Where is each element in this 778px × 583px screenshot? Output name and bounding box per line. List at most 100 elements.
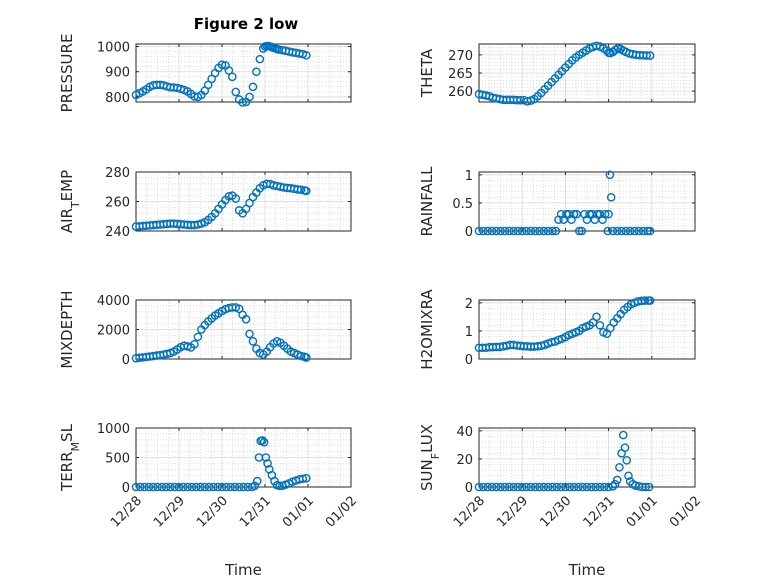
data-point [296, 351, 306, 361]
x-axis-label: Time [224, 561, 262, 579]
data-series [474, 296, 655, 353]
y-tick-label: 4000 [97, 294, 130, 309]
data-point [275, 481, 284, 491]
data-point [217, 482, 227, 492]
y-tick-label: 265 [448, 67, 473, 82]
data-point [569, 482, 579, 492]
y-axis-label: H2OMIXRA [418, 289, 436, 370]
x-tick-label: 12/28 [451, 493, 488, 530]
data-point [224, 66, 234, 75]
data-point [582, 482, 592, 492]
data-series [474, 430, 654, 492]
data-point [530, 482, 540, 492]
data-point [535, 226, 544, 236]
data-series [131, 303, 311, 363]
data-point [587, 482, 596, 492]
data-point [603, 226, 613, 236]
plot-area [478, 171, 696, 232]
data-point [487, 226, 497, 236]
y-tick-label: 270 [448, 49, 473, 64]
data-point [209, 482, 218, 492]
data-point [574, 482, 583, 492]
data-point [245, 92, 254, 102]
subplot-h2omixra: 0 1 2 H2OMIXRA [418, 289, 696, 370]
data-point [539, 226, 549, 236]
plot-area [478, 427, 696, 488]
data-point [612, 226, 622, 236]
plot-area [135, 43, 352, 103]
data-point [187, 482, 197, 492]
data-point [496, 482, 505, 492]
y-tick-label: 800 [105, 91, 130, 106]
y-tick-label: 0 [465, 225, 473, 240]
data-point [645, 51, 655, 60]
data-point [174, 482, 184, 492]
data-point [561, 482, 570, 492]
y-axis-label: PRESSURE [58, 34, 76, 113]
data-point [574, 226, 584, 236]
data-point [491, 226, 501, 236]
y-tick-label: 260 [105, 196, 130, 211]
data-point [252, 67, 261, 77]
data-series [131, 41, 311, 107]
x-tick-label: 01/02 [667, 493, 704, 530]
data-point [483, 226, 492, 236]
data-point [535, 482, 544, 492]
data-series [474, 41, 655, 106]
x-tick-label: 01/02 [323, 493, 360, 530]
data-point [178, 482, 188, 492]
data-point [617, 226, 626, 236]
data-point [213, 482, 222, 492]
data-point [296, 185, 306, 194]
y-tick-label: 2 [465, 297, 473, 312]
data-point [595, 320, 605, 330]
data-point [248, 82, 258, 92]
x-tick-label: 12/28 [108, 493, 145, 530]
data-point [166, 482, 175, 492]
data-point [183, 482, 192, 492]
data-point [234, 482, 244, 492]
data-point [615, 463, 624, 472]
y-tick-label: 900 [105, 66, 130, 81]
data-point [530, 226, 540, 236]
data-point [618, 430, 628, 440]
y-tick-label: 1000 [97, 422, 130, 437]
data-point [634, 226, 644, 236]
subplot-air-temp: 240 260 280 AIRTEMP [58, 166, 352, 240]
y-axis-label: TERRMSL [58, 423, 82, 492]
data-point [608, 481, 618, 491]
data-point [552, 482, 562, 492]
data-point [148, 482, 158, 492]
y-tick-label: 0 [465, 481, 473, 496]
data-point [577, 226, 587, 236]
data-point [608, 226, 618, 236]
data-point [241, 314, 251, 324]
data-point [144, 482, 154, 492]
data-point [258, 436, 267, 445]
x-axis-label: Time [568, 561, 606, 579]
axes-box [135, 43, 352, 103]
x-tick-label: 12/30 [194, 493, 231, 530]
data-point [578, 482, 587, 492]
y-axis-label: AIRTEMP [58, 170, 82, 233]
x-tick-label: 12/30 [537, 493, 574, 530]
data-point [605, 170, 615, 180]
data-point [153, 482, 162, 492]
data-point [517, 226, 527, 236]
data-point [261, 453, 271, 462]
data-point [170, 482, 179, 492]
data-point [624, 471, 633, 481]
y-tick-label: 0.5 [452, 197, 473, 212]
data-point [131, 482, 141, 492]
data-point [474, 226, 484, 236]
data-point [620, 443, 630, 452]
y-axis-label: MIXDEPTH [58, 290, 76, 368]
data-point [135, 482, 145, 492]
data-point [474, 482, 484, 492]
data-point [591, 482, 600, 492]
data-point [228, 72, 237, 82]
data-point [642, 51, 651, 60]
data-point [301, 186, 311, 196]
data-point [196, 482, 205, 492]
